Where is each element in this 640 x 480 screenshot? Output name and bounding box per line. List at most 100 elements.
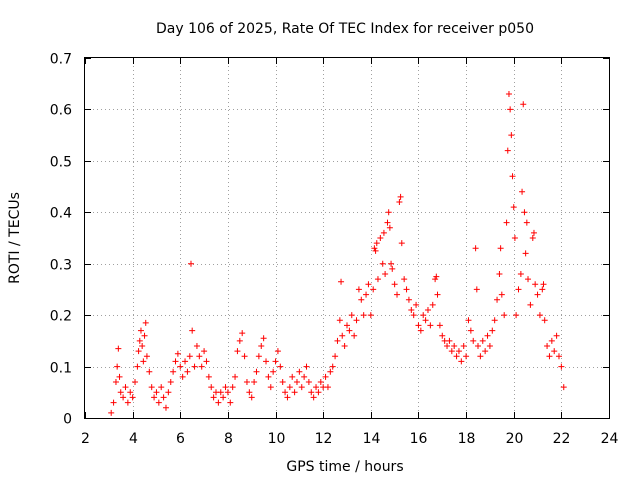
data-point (136, 337, 143, 344)
x-tick-label: 14 (363, 431, 381, 447)
data-point (460, 343, 467, 349)
data-point (339, 332, 346, 339)
data-point (548, 337, 555, 344)
data-point (279, 379, 286, 385)
data-point (298, 384, 305, 391)
data-point (389, 265, 396, 272)
x-tick-labels: 2 4 6 8 10 12 14 16 18 20 22 24 (81, 431, 618, 447)
data-point (546, 353, 553, 360)
data-point (117, 389, 124, 396)
data-point (417, 327, 424, 334)
data-point (143, 353, 150, 360)
data-point (415, 322, 422, 329)
data-point (519, 188, 526, 195)
data-point (405, 296, 412, 303)
data-point (177, 363, 184, 370)
data-point (558, 363, 565, 370)
data-point (363, 291, 370, 298)
x-tick-label: 4 (129, 431, 138, 447)
data-point (353, 317, 360, 324)
data-point (155, 399, 162, 406)
data-point (334, 337, 341, 344)
data-point (360, 312, 367, 319)
data-point (122, 384, 129, 391)
data-point (293, 379, 300, 385)
data-point (296, 368, 303, 375)
data-point (520, 101, 527, 108)
x-tick-label: 16 (410, 431, 428, 447)
data-point (555, 353, 562, 360)
data-point (148, 384, 155, 391)
data-point (132, 379, 139, 385)
data-point (391, 281, 398, 288)
data-point (377, 235, 384, 241)
data-point (527, 301, 534, 308)
y-tick-label: 0.1 (50, 361, 72, 377)
x-tick-label: 10 (268, 431, 286, 447)
data-point (327, 368, 334, 375)
data-point (315, 389, 322, 396)
data-point (486, 343, 493, 349)
data-point (291, 389, 298, 396)
data-point (451, 343, 458, 349)
data-point (491, 317, 498, 324)
chart-title: Day 106 of 2025, Rate Of TEC Index for r… (156, 21, 534, 37)
data-point (332, 353, 339, 360)
data-point (189, 327, 196, 334)
data-point (397, 193, 404, 200)
data-point (540, 281, 547, 288)
data-point (329, 363, 336, 370)
data-point (505, 91, 512, 97)
y-tick-label: 0.6 (50, 103, 72, 119)
data-point (494, 296, 501, 303)
data-point (496, 271, 503, 277)
data-point (232, 373, 239, 380)
data-point (246, 389, 253, 396)
data-point (220, 394, 227, 401)
y-axis-label: ROTI / TECUs (7, 192, 23, 284)
data-point (322, 373, 329, 380)
data-point (444, 343, 451, 349)
data-point (513, 312, 520, 319)
data-point (186, 353, 193, 360)
data-point (158, 384, 165, 391)
data-point (324, 384, 331, 391)
plot-frame (84, 57, 610, 419)
data-point (208, 384, 215, 391)
data-point (270, 368, 277, 375)
data-point (115, 345, 122, 352)
data-point (553, 332, 560, 339)
data-point (303, 363, 310, 370)
x-tick-label: 20 (506, 431, 524, 447)
data-point (534, 291, 541, 298)
data-point (455, 348, 462, 355)
data-point (530, 229, 537, 236)
data-point (260, 335, 267, 342)
data-point (433, 273, 440, 280)
data-point (498, 291, 505, 298)
data-point (224, 389, 231, 396)
data-point (386, 224, 393, 231)
data-point (286, 384, 293, 391)
data-point (141, 332, 148, 339)
data-point (355, 286, 362, 293)
data-point (317, 379, 324, 385)
data-point (344, 322, 350, 329)
data-point (396, 199, 403, 205)
data-point (503, 219, 510, 226)
data-point (153, 389, 160, 396)
data-point (222, 384, 229, 391)
data-point (162, 404, 169, 411)
data-point (536, 312, 543, 319)
data-point (308, 389, 315, 396)
data-point (439, 332, 446, 339)
data-point (401, 276, 408, 283)
data-point (472, 245, 479, 252)
data-point (507, 106, 514, 113)
data-point (201, 348, 208, 355)
data-points (108, 91, 567, 416)
data-point (382, 271, 389, 277)
data-point (241, 353, 248, 360)
data-point (140, 358, 147, 365)
data-point (341, 343, 348, 349)
